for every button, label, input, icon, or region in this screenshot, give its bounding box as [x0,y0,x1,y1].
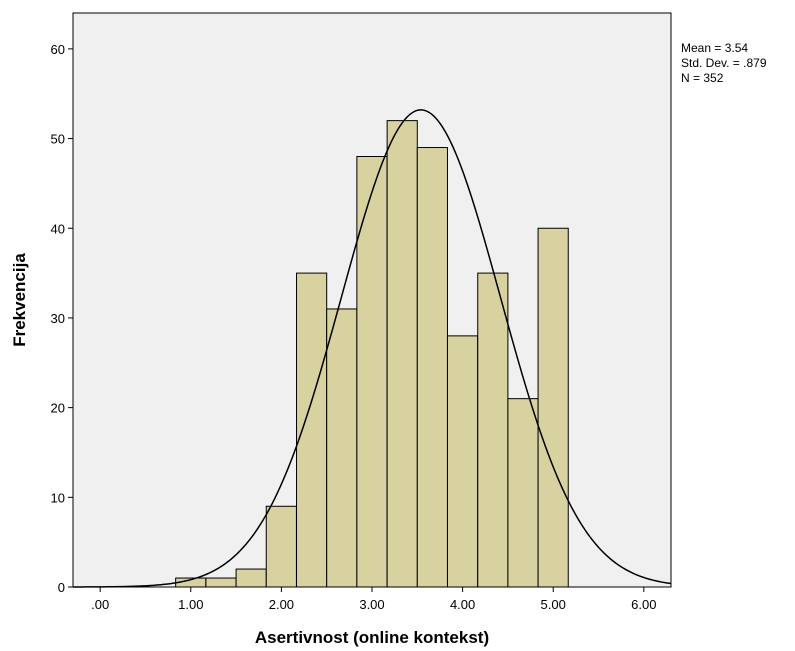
histogram-bar-6 [326,308,358,588]
y-tick-label: 30 [51,311,65,326]
y-axis: 0 10 20 30 40 50 60 [51,42,73,595]
x-tick-label: .00 [91,597,109,612]
x-tick-label: 5.00 [541,597,566,612]
histogram-bar-5 [296,272,328,588]
x-tick-label: 6.00 [631,597,656,612]
histogram-bar-12 [507,398,539,588]
y-tick-label: 40 [51,221,65,236]
histogram-bar-9 [416,147,448,588]
y-tick-label: 60 [51,42,65,57]
y-axis-title: Frekvencija [10,253,29,347]
y-tick-label: 0 [58,580,65,595]
x-axis-title: Asertivnost (online kontekst) [255,628,489,647]
histogram-bar-4 [265,505,297,588]
y-tick-label: 20 [51,401,65,416]
x-tick-label: 3.00 [359,597,384,612]
histogram-bar-10 [446,335,479,588]
histogram-bar-7 [356,156,388,588]
histogram-bar-11 [477,272,509,588]
x-tick-label: 4.00 [450,597,475,612]
stats-std-dev: Std. Dev. = .879 [681,56,767,70]
histogram-bar-3 [235,568,267,588]
stats-n: N = 352 [681,71,724,85]
y-tick-label: 50 [51,132,65,147]
normal-curve [72,109,672,588]
histogram-bar-2 [205,577,237,588]
histogram-bar-8 [386,120,418,588]
histogram-bar-13 [537,227,569,588]
y-tick-label: 10 [51,490,65,505]
stats-mean: Mean = 3.54 [681,41,748,55]
x-tick-label: 1.00 [178,597,203,612]
x-axis: .00 1.00 2.00 3.00 4.00 5.00 6.00 [91,587,656,612]
x-tick-label: 2.00 [269,597,294,612]
histogram-bars [175,120,569,588]
stats-box: Mean = 3.54 Std. Dev. = .879 N = 352 [681,41,767,85]
